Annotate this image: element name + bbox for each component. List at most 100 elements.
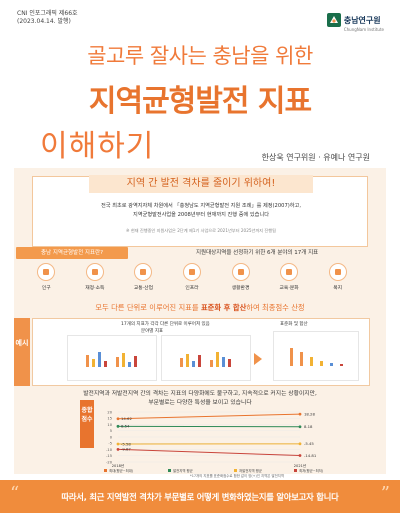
indicator-label: 인구 xyxy=(41,286,51,291)
summary-post: 하여 최종점수 산정 xyxy=(246,303,305,312)
legend-label: 발전지역 평균 xyxy=(173,468,193,473)
example-mini-chart-b xyxy=(161,335,251,381)
x-tick-label: 2021년 xyxy=(294,463,306,468)
example-mini-chart-c xyxy=(273,331,359,381)
publish-date: (2023.04.14. 발행) xyxy=(17,18,71,25)
description: 발전지역과 저발전지역 간의 격차는 지표의 다양화에도 불구하고, 지속적으로… xyxy=(0,390,400,408)
y-tick-label: -10 xyxy=(106,448,113,452)
score-line-chart: 20 15 10 5 0 -5 -10 -15 -20 14.62 18.28 8.54 8.18 -5.… xyxy=(104,410,324,478)
legend-swatch xyxy=(104,469,107,472)
intro-body-line: 전국 최초로 광역지자체 차원에서 「충청남도 지역균형발전 지원 조례」를 제… xyxy=(101,203,301,209)
data-point xyxy=(298,425,302,429)
intro-body: 전국 최초로 광역지자체 차원에서 「충청남도 지역균형발전 지원 조례」를 제… xyxy=(33,202,369,220)
intro-body-line: 지역균형발전사업을 2008년부터 현재까지 진행 중에 있습니다 xyxy=(133,212,269,218)
data-point xyxy=(116,424,120,428)
factory-icon xyxy=(134,263,153,281)
indicator-item: 인구 xyxy=(29,263,63,291)
intro-title: 지역 간 발전 격차를 줄이기 위하여! xyxy=(89,175,313,193)
x-tick-label: 2018년 xyxy=(112,463,124,468)
y-tick-label: 10 xyxy=(107,423,112,427)
indicator-label: 교통·산업 xyxy=(133,286,153,291)
data-label: -5.58 xyxy=(121,441,131,446)
data-point xyxy=(116,442,120,446)
book-icon xyxy=(280,263,299,281)
logo-mark-icon xyxy=(326,13,341,27)
chart-side-label: 종합점수 xyxy=(80,400,94,448)
institute-logo: 충남연구원 ChungNam Institute xyxy=(326,8,384,32)
series-line xyxy=(117,413,301,420)
summary-line: 모두 다른 단위로 이루어진 지표를 표준화 후 합산하여 최종점수 산정 xyxy=(0,303,400,313)
series-line xyxy=(117,448,301,457)
title-line-3: 이해하기 xyxy=(40,129,155,164)
data-label: -14.81 xyxy=(304,453,317,458)
indicator-label: 생활환경 xyxy=(231,286,250,291)
data-label: -5.45 xyxy=(304,441,314,446)
example-left-title: 17개의 지표가 각각 다른 단위로 이루어져 있음 xyxy=(121,322,210,327)
legend-label: 최저(평균~최저) xyxy=(299,468,324,473)
welfare-icon xyxy=(328,263,347,281)
indicator-label: 인프라 xyxy=(185,286,199,291)
legend-swatch xyxy=(234,469,237,472)
indicator-item: 재정·소득 xyxy=(78,263,112,291)
example-right-title: 표준화 및 합산 xyxy=(280,322,308,327)
indicator-label: 재정·소득 xyxy=(85,286,105,291)
banner-text: 따라서, 최근 지역발전 격차가 부문별로 어떻게 변화하였는지를 알아보고자 … xyxy=(61,492,339,502)
y-tick-label: 5 xyxy=(110,429,112,433)
indicators-description: 지원대상지역을 선정하기 위한 6개 분야의 17개 지표 xyxy=(196,250,319,256)
summary-bold: 표준화 후 합산 xyxy=(200,303,247,312)
y-tick-label: 15 xyxy=(107,417,112,421)
bottom-banner: “ 따라서, 최근 지역발전 격차가 부문별로 어떻게 변화하였는지를 알아보고… xyxy=(0,480,400,513)
logo-name: 충남연구원 xyxy=(343,16,381,25)
data-point xyxy=(298,442,302,446)
data-point xyxy=(298,454,302,457)
indicators-tag: 충남 지역균형발전 지표란? xyxy=(16,247,128,259)
publication-info: CNI 인포그래픽 제66호 (2023.04.14. 발행) xyxy=(17,10,78,26)
title-line-1: 골고루 잘사는 충남을 위한 xyxy=(87,44,313,68)
y-tick-label: -20 xyxy=(106,460,113,464)
data-point xyxy=(298,412,302,416)
close-quote-icon: ” xyxy=(380,483,390,504)
example-box: 17개의 지표가 각각 다른 단위로 이루어져 있음 분야별 지표 표준화 및 … xyxy=(32,318,370,386)
legend-label: 최대(평균~최대) xyxy=(109,468,134,473)
data-point xyxy=(116,447,120,451)
chart-note: *17개의 지표를 표준화점수로 합한 값이 양(+)인 지역은 발전지역 xyxy=(190,473,284,478)
indicator-item: 교통·산업 xyxy=(126,263,160,291)
legend-swatch xyxy=(294,469,297,472)
y-tick-label: -5 xyxy=(108,442,112,446)
legend-label: 저발전지역 평균 xyxy=(239,468,262,473)
open-quote-icon: “ xyxy=(10,483,20,504)
data-label: 18.28 xyxy=(304,411,315,416)
home-icon xyxy=(231,263,250,281)
people-icon xyxy=(37,263,56,281)
intro-box: 지역 간 발전 격차를 줄이기 위하여! 전국 최초로 광역지자체 차원에서 「… xyxy=(32,175,369,247)
y-tick-label: 20 xyxy=(107,410,112,414)
indicator-item: 생활환경 xyxy=(224,263,258,291)
series-number: CNI 인포그래픽 제66호 xyxy=(17,10,78,17)
example-mini-chart-a xyxy=(67,335,157,381)
data-label: -9.87 xyxy=(121,447,131,452)
description-line: 발전지역과 저발전지역 간의 격차는 지표의 다양화에도 불구하고, 지속적으로… xyxy=(83,391,317,397)
y-tick-label: -15 xyxy=(106,454,112,458)
data-label: 14.62 xyxy=(121,416,132,421)
intro-note: ※ 현재 진행중인 지원사업은 2단계 제1기 사업으로 2021년부터 202… xyxy=(125,228,276,233)
indicator-label: 복지 xyxy=(333,286,343,291)
indicator-item: 교육·문화 xyxy=(272,263,306,291)
legend-swatch xyxy=(168,469,171,472)
indicator-item: 복지 xyxy=(321,263,355,291)
summary-pre: 모두 다른 단위로 이루어진 지표를 xyxy=(95,303,201,312)
example-side-label: 예시 xyxy=(14,318,30,386)
y-tick-label: 0 xyxy=(110,435,113,439)
data-label: 8.18 xyxy=(304,424,313,429)
example-left-sub: 분야별 지표 xyxy=(141,329,164,334)
authors: 한상욱 연구위원 · 유예나 연구원 xyxy=(261,153,370,162)
data-label: 8.54 xyxy=(121,424,130,429)
data-point xyxy=(116,417,120,421)
arrow-right-icon xyxy=(254,353,262,365)
description-line: 부문별로는 다양한 특성을 보이고 있습니다 xyxy=(148,400,252,406)
indicator-label: 교육·문화 xyxy=(279,286,299,291)
building-icon xyxy=(182,263,201,281)
indicator-item: 인프라 xyxy=(175,263,209,291)
logo-sub: ChungNam Institute xyxy=(343,27,384,32)
title-line-2: 지역균형발전 지표 xyxy=(88,84,312,119)
money-icon xyxy=(85,263,104,281)
